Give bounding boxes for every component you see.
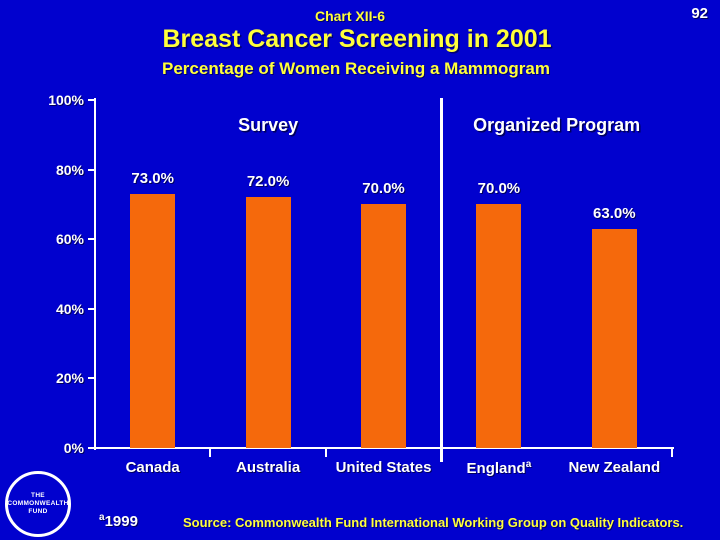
slide-subtitle: Percentage of Women Receiving a Mammogra… [162, 59, 550, 78]
category-label: United States [335, 459, 432, 476]
x-axis-tick-mark [671, 449, 673, 457]
y-axis-tick-mark [88, 168, 95, 171]
y-axis-line [94, 98, 96, 450]
y-axis-tick-mark [88, 238, 95, 241]
logo-line: COMMONWEALTH [7, 500, 69, 507]
commonwealth-fund-logo: THE COMMONWEALTH FUND [5, 471, 71, 537]
category-footnote-marker: a [525, 459, 532, 470]
footnote-marker: a [99, 512, 105, 523]
bar-value-label: 72.0% [246, 173, 290, 191]
y-axis-tick-label: 80% [55, 161, 84, 178]
page-number: 92 [691, 5, 708, 22]
category-label: Canada [125, 459, 180, 476]
y-axis-tick-label: 100% [48, 92, 84, 108]
x-axis-line [93, 447, 674, 449]
logo-line: FUND [28, 508, 48, 515]
x-axis-tick-mark [324, 449, 327, 457]
group-divider-line [440, 98, 443, 462]
chart-number-label: Chart XII-6 [314, 8, 385, 24]
y-axis-tick-mark [88, 377, 95, 380]
group-label-organized-program: Organized Program [473, 115, 641, 135]
bar-value-label: 70.0% [477, 180, 521, 198]
x-axis-tick-mark [209, 449, 212, 457]
bar-england [476, 204, 522, 448]
y-axis-tick-label: 0% [63, 440, 84, 456]
group-label-survey: Survey [238, 115, 299, 135]
bar-value-label: 73.0% [131, 169, 174, 187]
bar-united-states [361, 204, 406, 448]
y-axis-tick-label: 20% [55, 370, 84, 387]
category-label: New Zealand [568, 459, 661, 476]
category-label: Englanda [466, 459, 532, 477]
slide-title: Breast Cancer Screening in 2001 [162, 25, 552, 53]
bar-australia [245, 197, 291, 448]
y-axis-tick-label: 60% [55, 231, 84, 248]
footnote: a1999 [99, 512, 138, 530]
bar-new-zealand [591, 228, 637, 448]
y-axis-tick-mark [88, 447, 95, 449]
source-credit: Source: Commonwealth Fund International … [183, 515, 684, 530]
footnote-text: 1999 [104, 513, 138, 530]
y-axis-tick-label: 40% [55, 300, 84, 317]
bar-value-label: 63.0% [593, 204, 636, 222]
y-axis-tick-mark [88, 307, 95, 310]
bar-canada [130, 193, 176, 448]
bar-value-label: 70.0% [362, 180, 405, 198]
logo-line: THE [31, 492, 45, 499]
category-label: Australia [235, 459, 301, 476]
y-axis-tick-mark [88, 99, 95, 101]
